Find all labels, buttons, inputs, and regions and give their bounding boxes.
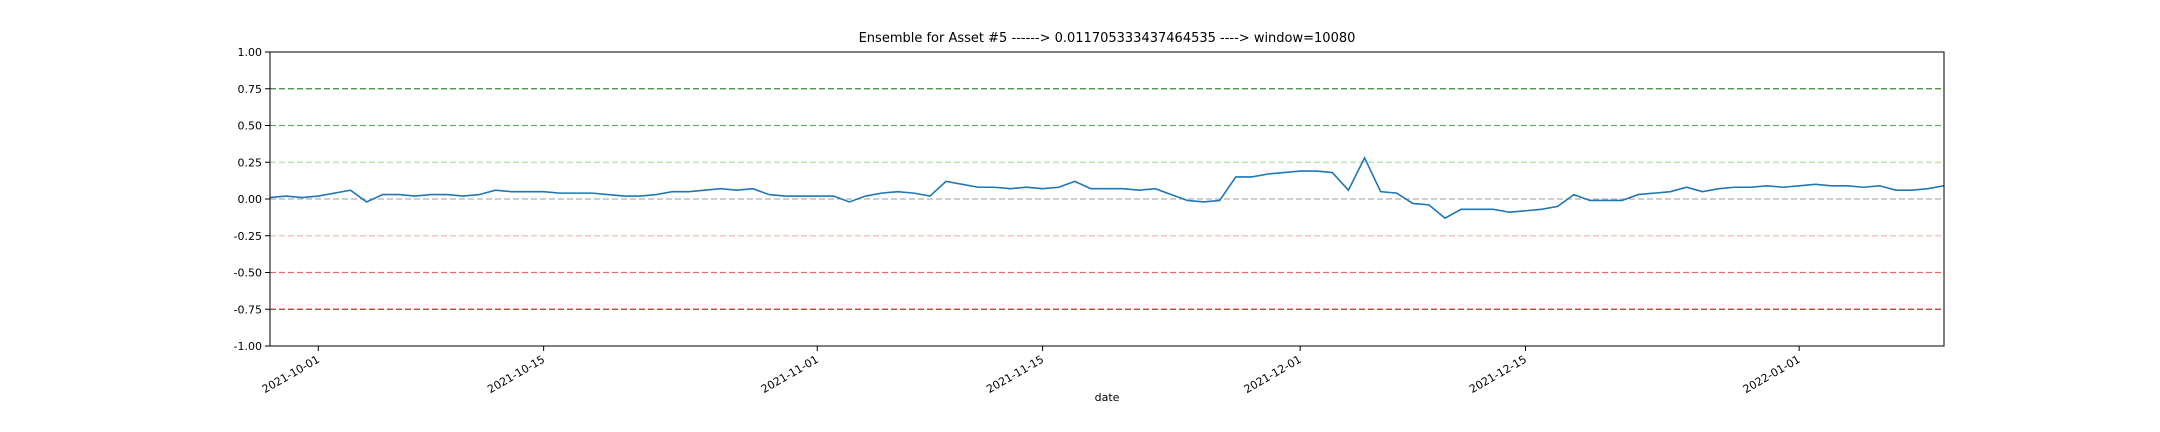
- x-tick-label: 2021-11-15: [984, 353, 1046, 396]
- y-tick-label: -1.00: [234, 340, 262, 353]
- x-tick-label: 2021-11-01: [759, 353, 821, 396]
- data-line: [269, 156, 1945, 220]
- y-tick-label: -0.50: [234, 267, 262, 280]
- x-tick-label: 2021-12-15: [1467, 353, 1529, 396]
- y-tick-label: 0.75: [238, 83, 263, 96]
- y-tick-label: -0.75: [234, 303, 262, 316]
- y-tick-label: -0.25: [234, 230, 262, 243]
- x-tick-label: 2021-10-15: [485, 353, 547, 396]
- y-tick-label: 1.00: [238, 46, 263, 59]
- x-tick-label: 2021-10-01: [260, 353, 322, 396]
- plot-frame: [269, 51, 1945, 347]
- x-tick-label: 2021-12-01: [1242, 353, 1304, 396]
- y-tick-label: 0.00: [238, 193, 263, 206]
- x-axis-label: date: [1095, 391, 1120, 404]
- x-tick-label: 2022-01-01: [1741, 353, 1803, 396]
- y-tick-label: 0.50: [238, 120, 263, 133]
- chart-title: Ensemble for Asset #5 ------> 0.01170533…: [859, 31, 1356, 46]
- y-tick-label: 0.25: [238, 156, 263, 169]
